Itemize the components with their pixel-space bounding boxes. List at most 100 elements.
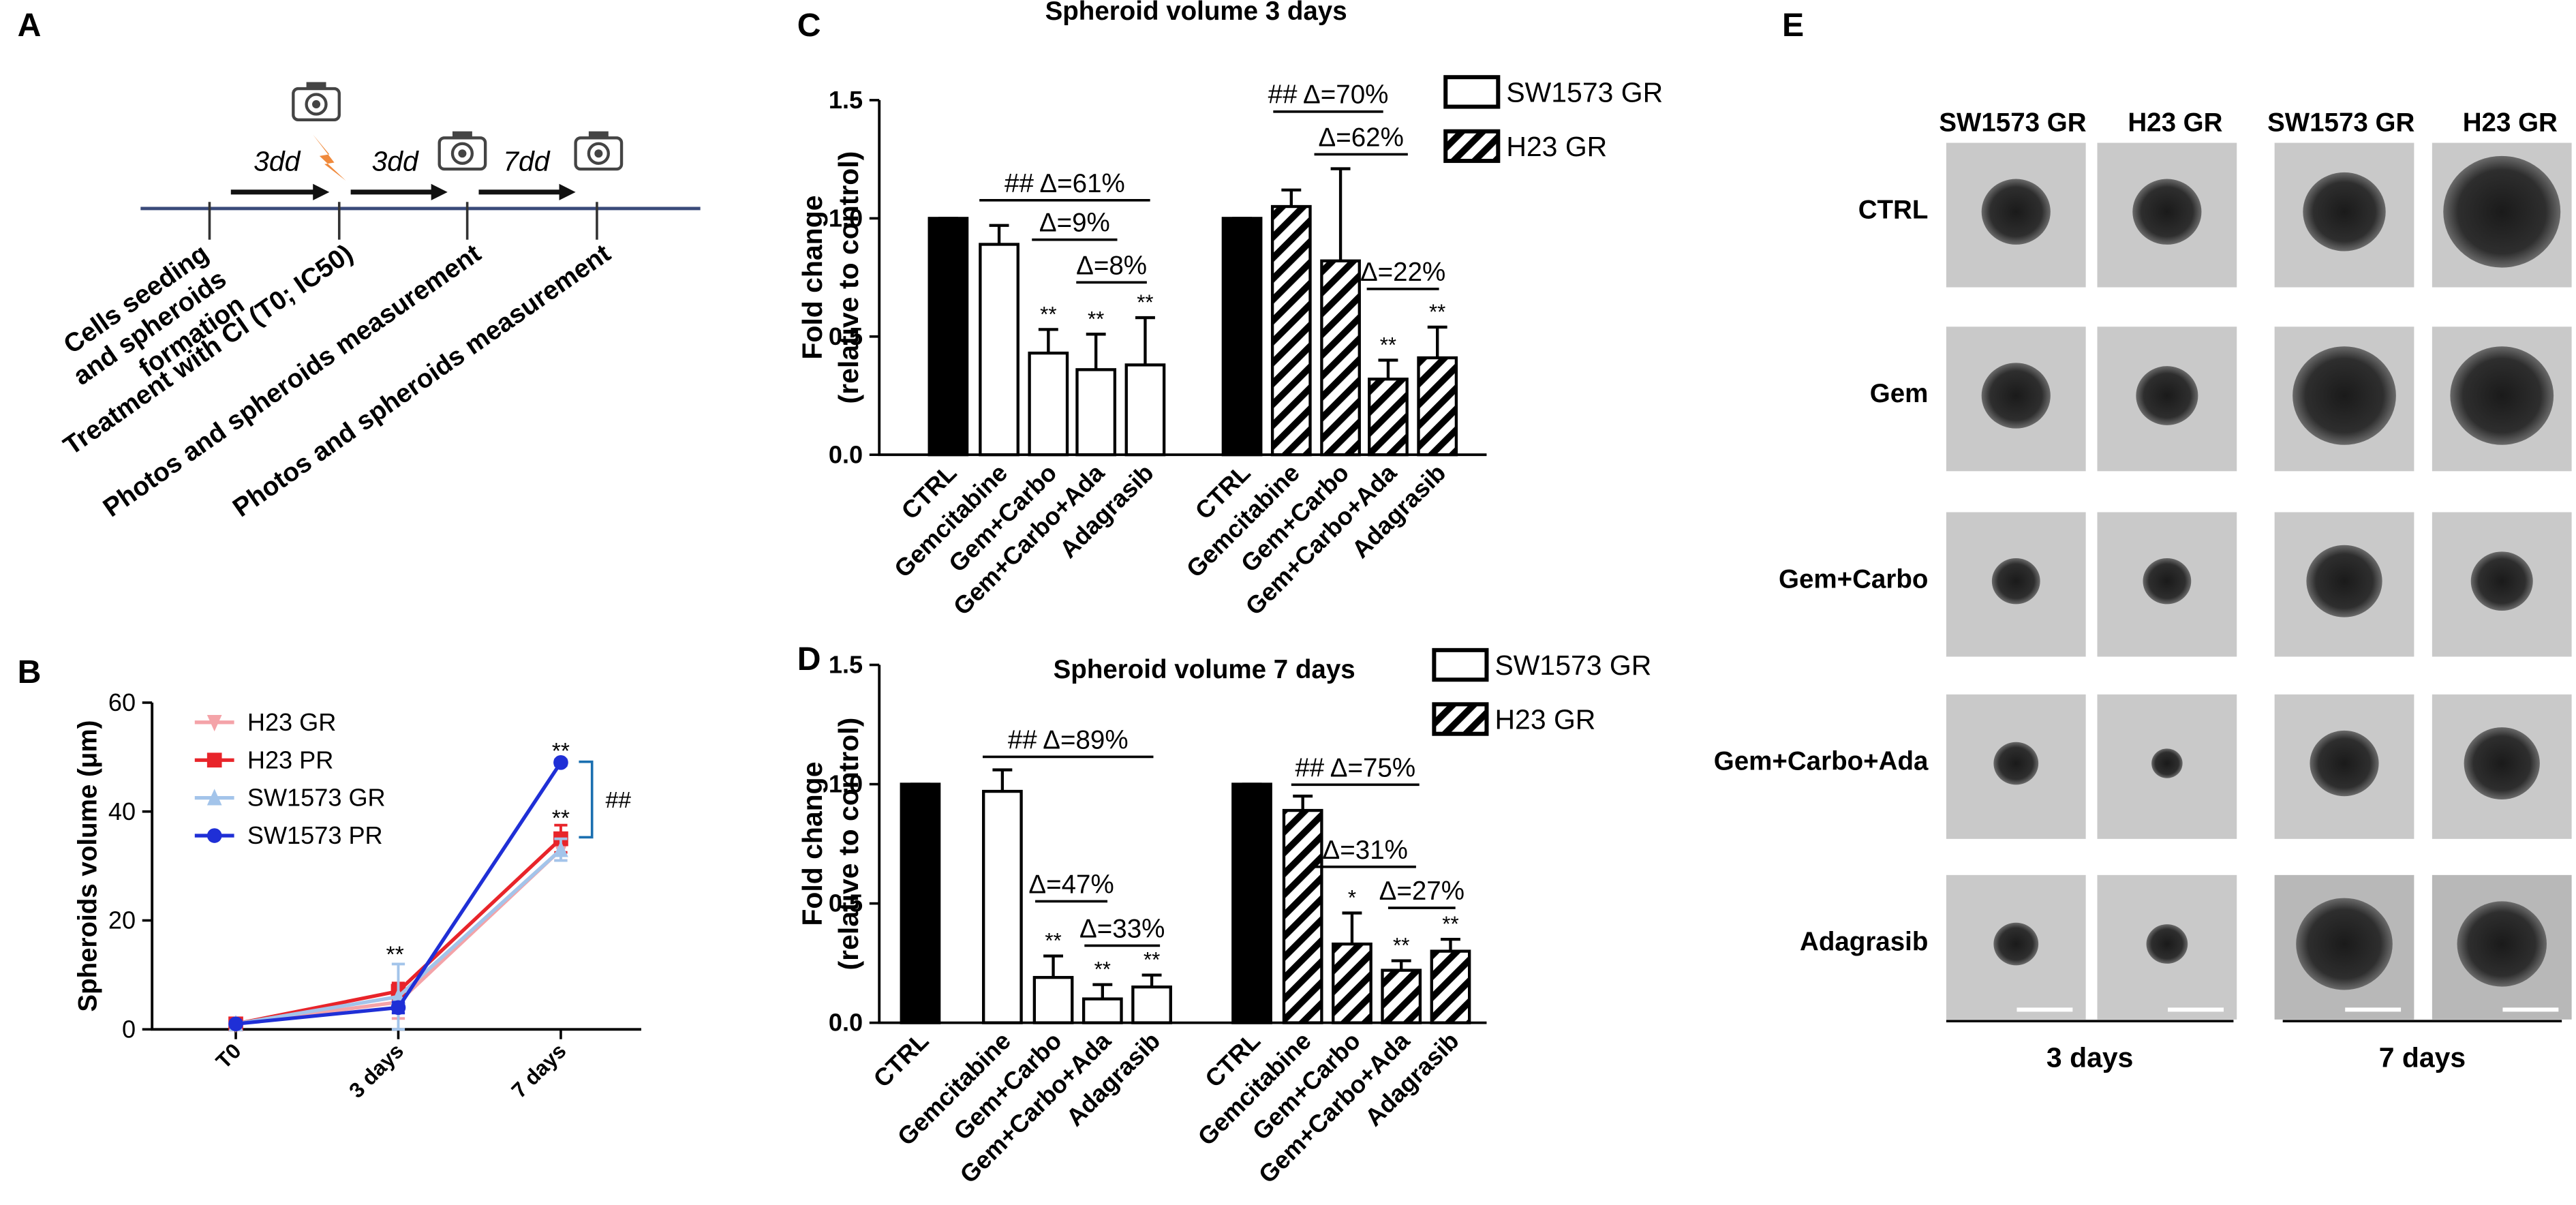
error-bar bbox=[989, 224, 1009, 245]
camera-icon bbox=[293, 82, 339, 119]
bar bbox=[1282, 808, 1323, 1024]
significance: ** bbox=[1380, 333, 1396, 356]
interval-label: 3dd bbox=[372, 146, 420, 177]
bar bbox=[1124, 363, 1166, 457]
spheroid bbox=[2464, 727, 2540, 800]
bar bbox=[1332, 942, 1373, 1024]
y-tick-label: 60 bbox=[108, 688, 136, 716]
significance: ** bbox=[1094, 958, 1111, 981]
legend-label: H23 GR bbox=[1506, 131, 1607, 162]
error-bar bbox=[1043, 954, 1064, 978]
bar bbox=[1417, 356, 1458, 457]
comparison-label: Δ=8% bbox=[1076, 251, 1147, 280]
comparison-label: ## Δ=89% bbox=[1008, 725, 1129, 754]
timepoint-label: 3 days bbox=[2046, 1042, 2133, 1073]
bracket bbox=[579, 760, 594, 839]
camera-icon bbox=[440, 132, 485, 169]
annotation: ** bbox=[386, 942, 404, 968]
spheroid bbox=[1981, 179, 2051, 245]
spheroid bbox=[1981, 363, 2051, 429]
significance: ** bbox=[1045, 929, 1061, 953]
bar-chart: Spheroid volume 7 days Fold change (relati… bbox=[797, 647, 1651, 1189]
x-tick-label: CTRL bbox=[868, 1026, 934, 1093]
y-tick-label: 20 bbox=[108, 906, 136, 934]
bar bbox=[1032, 975, 1074, 1024]
spheroid bbox=[2306, 545, 2382, 617]
error-bar bbox=[1086, 333, 1106, 370]
legend-swatch bbox=[1443, 75, 1501, 109]
legend-label: H23 GR bbox=[1494, 703, 1595, 735]
y-axis-label: (relative to control) bbox=[833, 718, 864, 971]
y-tick-label: 0.0 bbox=[829, 440, 863, 468]
chart-title: Spheroid volume 7 days bbox=[1054, 655, 1355, 684]
significance: ** bbox=[1429, 300, 1445, 324]
bar bbox=[1028, 351, 1069, 457]
spheroid bbox=[2470, 551, 2533, 611]
camera-icon bbox=[576, 132, 622, 169]
legend-swatch bbox=[1432, 647, 1489, 682]
row-label: Gem+Carbo+Ada bbox=[1714, 747, 1929, 776]
legend-label: SW1573 PR bbox=[247, 821, 383, 849]
y-axis-label: Spheroids volume (μm) bbox=[73, 720, 102, 1012]
line-chart: 0 20 40 60 T0 3 days 7 days Spheroids volume (μ… bbox=[73, 688, 641, 1103]
marker bbox=[228, 1016, 243, 1032]
bar bbox=[1381, 968, 1422, 1024]
row-label: CTRL bbox=[1858, 195, 1929, 224]
bar bbox=[1320, 259, 1361, 457]
marker bbox=[206, 828, 222, 843]
marker bbox=[206, 789, 222, 806]
spheroid bbox=[2443, 155, 2561, 268]
chart-title: Spheroid volume 3 days bbox=[1045, 0, 1347, 26]
row-label: Adagrasib bbox=[1800, 928, 1928, 957]
bar bbox=[1231, 782, 1272, 1024]
marker bbox=[206, 752, 222, 768]
error-bar bbox=[1038, 328, 1058, 354]
legend-label: SW1573 GR bbox=[1506, 76, 1663, 108]
spheroid bbox=[2310, 730, 2379, 797]
comparison-label: Δ=33% bbox=[1079, 914, 1165, 943]
interval-label: 7dd bbox=[503, 146, 551, 177]
error-bar bbox=[1092, 983, 1113, 999]
y-axis-label: Fold change bbox=[797, 762, 828, 926]
error-bar bbox=[992, 768, 1013, 792]
panel-label: B bbox=[18, 654, 42, 690]
significance: * bbox=[1348, 886, 1356, 910]
legend-label: SW1573 GR bbox=[1494, 650, 1651, 681]
bar bbox=[982, 789, 1023, 1024]
spheroid bbox=[1993, 922, 2039, 966]
marker bbox=[390, 1000, 406, 1016]
comparison-label: ## Δ=75% bbox=[1295, 753, 1415, 782]
error-bar bbox=[1141, 973, 1162, 988]
spheroid bbox=[1991, 558, 2040, 605]
x-tick-label: 7 days bbox=[507, 1039, 571, 1103]
column-header: SW1573 GR bbox=[2267, 108, 2414, 138]
row-label: Gem bbox=[1870, 379, 1929, 408]
legend-label: H23 GR bbox=[247, 708, 336, 736]
treatment-icon bbox=[313, 134, 346, 181]
spheroid bbox=[2450, 346, 2554, 445]
spheroid bbox=[1993, 742, 2039, 785]
spheroid bbox=[2151, 748, 2183, 778]
error-bar bbox=[1391, 959, 1411, 971]
panel-label: D bbox=[797, 641, 821, 677]
bar bbox=[927, 217, 969, 457]
error-bar bbox=[1135, 316, 1155, 365]
annotation: ** bbox=[552, 738, 570, 764]
error-bar bbox=[1441, 937, 1460, 951]
error-bar bbox=[1378, 359, 1398, 380]
interval-label: 3dd bbox=[254, 146, 301, 177]
legend-swatch bbox=[1443, 129, 1501, 164]
x-tick-label: 3 days bbox=[344, 1039, 408, 1103]
error-bar bbox=[1293, 794, 1313, 811]
row-label: Gem+Carbo bbox=[1779, 564, 1928, 594]
spheroid bbox=[2146, 924, 2188, 964]
spheroid bbox=[2457, 901, 2547, 987]
spheroid bbox=[2293, 346, 2396, 445]
error-bar bbox=[1342, 911, 1362, 945]
spheroid bbox=[2296, 898, 2393, 990]
y-axis-label: Fold change bbox=[797, 196, 828, 360]
y-tick-label: 1.0 bbox=[829, 770, 863, 798]
error-bar bbox=[1427, 325, 1447, 359]
y-tick-label: 0.0 bbox=[829, 1009, 863, 1037]
